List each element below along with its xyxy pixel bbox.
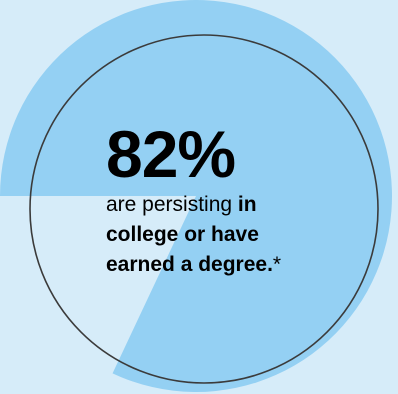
stat-description: are persisting in college or have earned… bbox=[106, 190, 356, 280]
pie-slice-82 bbox=[0, 0, 392, 392]
desc-bold-in: in bbox=[237, 193, 257, 216]
outline-circle bbox=[29, 34, 379, 384]
footnote-asterisk: * bbox=[272, 253, 282, 276]
desc-plain-text: are persisting bbox=[106, 193, 238, 216]
desc-bold-line-2: college or have bbox=[106, 223, 259, 246]
stat-block: 82% are persisting in college or have ea… bbox=[106, 118, 356, 280]
stat-percentage: 82% bbox=[106, 117, 236, 191]
desc-bold-line-3: earned a degree. bbox=[106, 253, 273, 276]
